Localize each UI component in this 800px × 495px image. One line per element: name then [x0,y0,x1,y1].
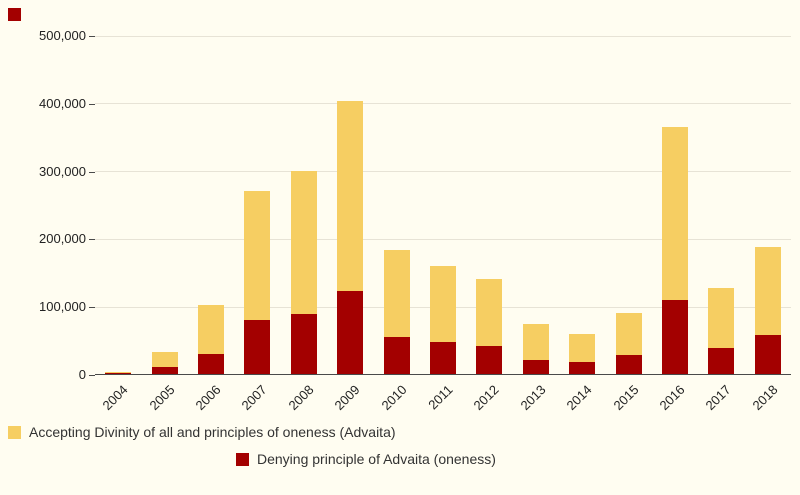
bar-2011-denying[interactable] [430,342,456,374]
bar-2016-denying[interactable] [662,300,688,374]
legend-label-accepting: Accepting Divinity of all and principles… [29,424,396,440]
y-axis-label-100000: 100,000 [39,299,86,315]
bar-2014-denying[interactable] [569,361,596,374]
y-axis-label-400000: 400,000 [39,95,86,111]
bar-2013-accepting[interactable] [522,323,549,360]
corner-marker [8,8,21,21]
bar-2010-accepting[interactable] [383,249,410,337]
bar-2005-accepting[interactable] [151,351,178,368]
y-axis-label-500000: 500,000 [39,28,86,43]
bar-2009-denying[interactable] [337,291,364,374]
accepting-series-swatch-icon [8,425,21,439]
bar-2008-denying[interactable] [290,314,317,374]
y-axis-tick [89,375,95,376]
bar-2010-denying[interactable] [383,336,410,374]
bar-2008-accepting[interactable] [290,170,317,315]
bar-2005-denying[interactable] [151,367,178,374]
bar-2017-denying[interactable] [708,348,735,374]
bar-2011-accepting[interactable] [430,265,456,343]
plot-area [89,35,791,376]
legend-item-denying: Denying principle of Advaita (oneness) [236,450,496,468]
bar-2013-denying[interactable] [522,359,549,374]
bar-2018-accepting[interactable] [754,247,781,336]
y-axis-tick [89,239,95,241]
bar-2016-accepting[interactable] [662,126,688,301]
legend-label-denying: Denying principle of Advaita (oneness) [257,451,496,467]
bar-2007-denying[interactable] [244,319,271,374]
bar-2007-accepting[interactable] [244,190,271,320]
stacked-bar-chart: 0 100,000 200,000 300,000 400,000 500,000 2004… [39,28,791,413]
bar-2015-denying[interactable] [615,355,642,374]
gridline-200000 [95,238,791,240]
bar-2017-accepting[interactable] [708,287,735,349]
x-axis-line [95,374,791,375]
bar-2012-accepting[interactable] [476,279,503,347]
bar-2009-accepting[interactable] [337,100,364,292]
gridline-300000 [95,171,791,173]
bar-2018-denying[interactable] [754,335,781,374]
bar-2015-accepting[interactable] [615,313,642,356]
y-axis-label-300000: 300,000 [39,163,86,179]
bar-2004-accepting[interactable] [105,372,132,373]
bar-2012-denying[interactable] [476,346,503,374]
y-axis-tick [89,171,95,173]
bar-2014-accepting[interactable] [569,334,596,362]
bar-2006-denying[interactable] [198,353,224,374]
bar-2004-denying[interactable] [105,373,132,374]
bar-2006-accepting[interactable] [198,304,224,354]
legend-item-accepting: Accepting Divinity of all and principles… [8,423,396,441]
y-axis-label-200000: 200,000 [39,231,86,247]
y-axis-label-0: 0 [78,367,86,382]
y-axis-tick [89,103,95,105]
gridline-500000 [95,35,791,37]
gridline-400000 [95,103,791,105]
denying-series-swatch-icon [236,452,249,466]
y-axis-tick [89,307,95,309]
y-axis-tick [89,36,95,37]
